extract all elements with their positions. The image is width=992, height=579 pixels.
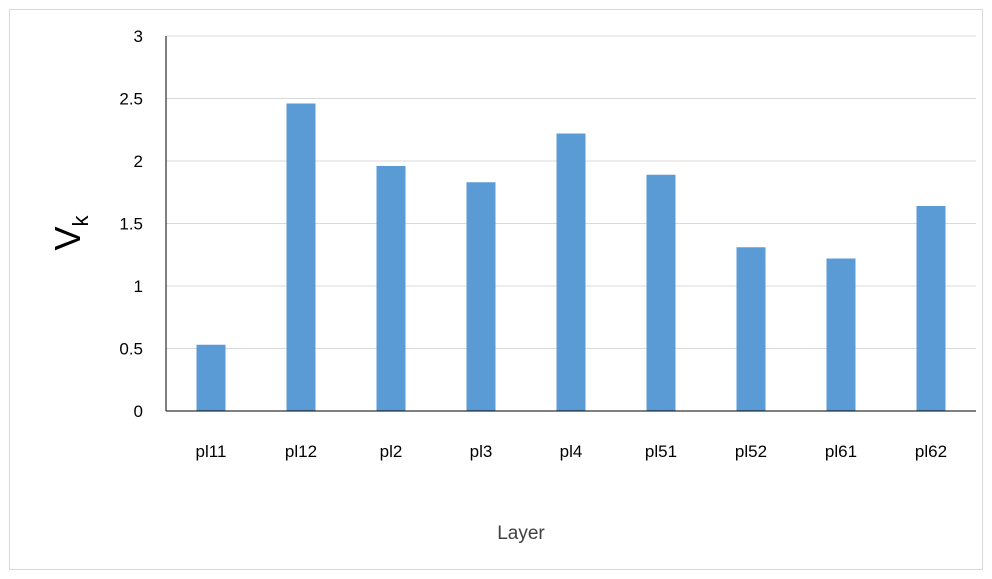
y-tick-label: 3 (134, 27, 143, 46)
x-tick-label: pl12 (285, 442, 317, 461)
y-tick-label: 1.5 (119, 215, 143, 234)
x-tick-label: pl2 (380, 442, 403, 461)
x-axis-title: Layer (497, 523, 545, 544)
y-tick-labels: 0 0.5 1 1.5 2 2.5 3 (119, 27, 143, 421)
x-tick-label: pl3 (470, 442, 493, 461)
bar-pl2 (376, 166, 406, 411)
y-axis-title-subscript: k (68, 214, 93, 226)
y-axis-title-main: V (47, 226, 88, 250)
bar-pl12 (286, 103, 316, 411)
y-tick-label: 2.5 (119, 90, 143, 109)
bar-pl11 (196, 344, 226, 411)
bar-pl61 (826, 258, 856, 411)
bar-pl52 (736, 247, 766, 411)
y-tick-label: 2 (134, 152, 143, 171)
bar-pl3 (466, 182, 496, 411)
bars (196, 103, 946, 411)
x-tick-label: pl62 (915, 442, 947, 461)
bar-pl4 (556, 133, 586, 411)
y-tick-label: 0.5 (119, 340, 143, 359)
bar-pl51 (646, 174, 676, 411)
x-tick-label: pl52 (735, 442, 767, 461)
x-tick-label: pl61 (825, 442, 857, 461)
y-axis-title: Vk (47, 214, 93, 250)
x-tick-label: pl4 (560, 442, 583, 461)
bar-pl62 (916, 206, 946, 411)
y-tick-label: 1 (134, 277, 143, 296)
x-tick-labels: pl11 pl12 pl2 pl3 pl4 pl51 pl52 pl61 pl62 (196, 442, 948, 461)
y-tick-label: 0 (134, 402, 143, 421)
x-tick-label: pl11 (196, 442, 227, 461)
chart-area (9, 9, 983, 570)
x-tick-label: pl51 (645, 442, 677, 461)
